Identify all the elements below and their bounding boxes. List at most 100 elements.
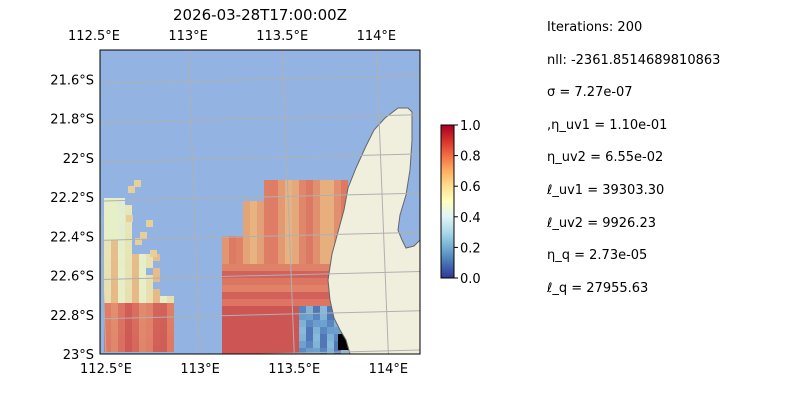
heat-cell xyxy=(167,331,174,338)
y-tick-label: 21.8°S xyxy=(50,113,94,128)
heat-cell xyxy=(292,348,299,354)
heat-cell xyxy=(118,268,125,275)
heat-cell xyxy=(285,341,292,348)
heat-cell xyxy=(146,338,153,345)
heat-cell xyxy=(334,187,341,194)
heat-cell xyxy=(104,275,111,282)
heat-cell xyxy=(334,341,341,348)
heat-cell xyxy=(257,201,264,208)
heat-cell xyxy=(229,341,236,348)
heat-cell xyxy=(222,257,229,264)
heat-cell xyxy=(306,222,313,229)
heat-cell xyxy=(222,327,229,334)
heat-cell xyxy=(243,236,250,243)
meridian xyxy=(375,50,389,354)
heat-cell xyxy=(299,215,306,222)
heat-cell xyxy=(126,215,133,222)
heat-cell xyxy=(334,215,341,222)
heat-cell xyxy=(243,299,250,306)
heat-cell xyxy=(153,289,160,296)
heat-cell xyxy=(153,296,160,303)
heat-cell xyxy=(306,278,313,285)
heat-cell xyxy=(222,271,229,278)
heat-cell xyxy=(292,222,299,229)
heat-cell xyxy=(306,264,313,271)
heat-cell xyxy=(264,229,271,236)
heat-cell xyxy=(278,180,285,187)
heat-cell xyxy=(243,264,250,271)
heat-cell xyxy=(236,285,243,292)
heat-cell xyxy=(118,254,125,261)
heat-cell xyxy=(125,240,132,247)
heat-cell xyxy=(139,317,146,324)
heat-cell xyxy=(299,229,306,236)
heat-cell xyxy=(160,345,167,352)
heat-cell xyxy=(292,257,299,264)
heat-cell xyxy=(285,334,292,341)
heat-cell xyxy=(285,264,292,271)
heat-cell xyxy=(160,338,167,345)
heat-cell xyxy=(313,215,320,222)
parallel xyxy=(100,114,420,124)
heat-cell xyxy=(222,320,229,327)
heat-cell xyxy=(250,278,257,285)
heat-cell xyxy=(320,313,327,320)
heat-cell xyxy=(236,264,243,271)
heat-cell xyxy=(271,194,278,201)
heat-cell xyxy=(278,222,285,229)
heat-cell xyxy=(111,233,118,240)
heat-cell xyxy=(299,278,306,285)
heat-cell xyxy=(299,257,306,264)
heat-cell xyxy=(250,215,257,222)
heat-cell xyxy=(243,243,250,250)
heat-cell xyxy=(320,222,327,229)
heat-cell xyxy=(292,208,299,215)
heat-cell xyxy=(271,222,278,229)
heat-cell xyxy=(229,278,236,285)
heat-cell xyxy=(271,320,278,327)
heat-cell xyxy=(320,264,327,271)
heat-cell xyxy=(257,264,264,271)
heat-cell xyxy=(125,331,132,338)
heat-cell xyxy=(313,187,320,194)
heat-cell xyxy=(292,187,299,194)
heat-cell xyxy=(292,334,299,341)
heat-cell xyxy=(299,222,306,229)
heat-cell xyxy=(257,208,264,215)
heat-cell xyxy=(111,310,118,317)
heat-cell xyxy=(292,306,299,313)
heat-cell xyxy=(264,264,271,271)
heat-cell xyxy=(292,285,299,292)
heat-cell xyxy=(271,327,278,334)
heat-cell xyxy=(271,208,278,215)
heat-cell xyxy=(278,236,285,243)
heat-cell xyxy=(139,296,146,303)
heat-cell xyxy=(118,310,125,317)
heat-cell xyxy=(125,338,132,345)
heat-cell xyxy=(257,299,264,306)
heat-cell xyxy=(327,306,334,313)
heat-cell xyxy=(222,299,229,306)
heat-cell xyxy=(299,348,306,354)
heat-cell xyxy=(320,243,327,250)
heat-cell xyxy=(320,194,327,201)
parallel xyxy=(100,310,420,320)
heat-cell xyxy=(167,338,174,345)
heat-cell xyxy=(313,334,320,341)
heat-cell xyxy=(271,236,278,243)
heat-cell xyxy=(104,226,111,233)
heat-cell xyxy=(229,271,236,278)
heat-cell xyxy=(134,180,141,187)
heat-cell xyxy=(243,271,250,278)
y-tick-label: 22°S xyxy=(63,152,94,167)
heat-cell xyxy=(292,201,299,208)
heat-cell xyxy=(222,278,229,285)
heat-cell xyxy=(264,187,271,194)
heat-cell xyxy=(320,292,327,299)
heat-cell xyxy=(250,201,257,208)
heat-cell xyxy=(320,257,327,264)
heat-cell xyxy=(229,257,236,264)
heat-cell xyxy=(327,334,334,341)
heat-cell xyxy=(111,275,118,282)
heat-cell xyxy=(250,208,257,215)
